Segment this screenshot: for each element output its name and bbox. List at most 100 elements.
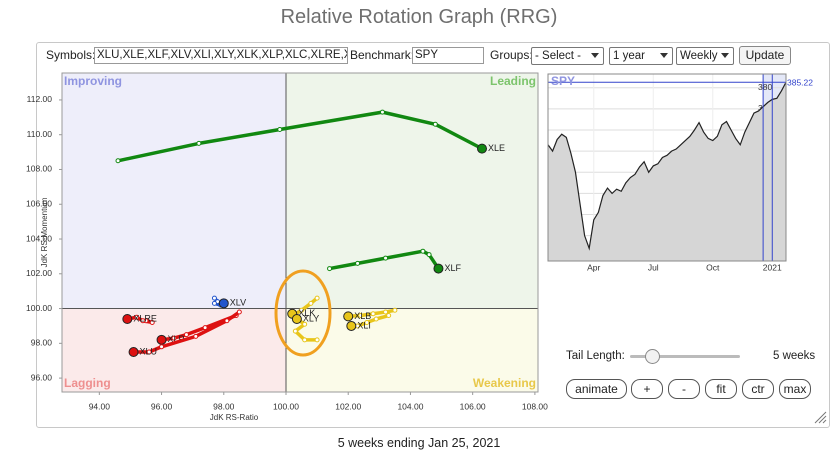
zoom-out-button[interactable]: - [668, 379, 700, 399]
y-tick-label: 100.00 [26, 303, 52, 313]
page-title: Relative Rotation Graph (RRG) [280, 6, 558, 28]
update-button[interactable]: Update [739, 46, 791, 65]
period-select[interactable]: 1 year [609, 47, 673, 65]
series-label: XLI [357, 320, 371, 330]
symbols-label: Symbols: [46, 48, 96, 62]
highlight-ring [274, 269, 332, 357]
tail-point [314, 337, 320, 343]
head-point [218, 298, 229, 309]
panel [36, 42, 830, 428]
tail-point [383, 255, 389, 261]
head-point [291, 313, 302, 324]
tail-point [358, 313, 364, 319]
series-label: XLRE [133, 313, 157, 323]
y-tick-label: 96.00 [31, 372, 53, 382]
tail-point [379, 109, 385, 115]
fit-button[interactable]: fit [705, 379, 737, 399]
x-tick-label: 104.00 [397, 401, 423, 411]
tail-point [193, 333, 199, 339]
zoom-in-button[interactable]: + [631, 379, 663, 399]
tail-point [426, 252, 432, 258]
tail-point [211, 295, 217, 301]
benchmark-input[interactable]: SPY [412, 47, 484, 64]
tail-point [370, 311, 376, 317]
series-label: XLE [488, 143, 505, 153]
y-tick-label: 380 [758, 82, 772, 92]
tail [327, 249, 441, 271]
y-tick-label: 98.00 [31, 338, 53, 348]
x-tick-label: 2021 [763, 262, 782, 272]
animate-button[interactable]: animate [566, 379, 627, 399]
head-point [477, 143, 487, 154]
center-button[interactable]: ctr [742, 379, 774, 399]
tail-point [314, 295, 320, 301]
tail-point [146, 349, 152, 355]
y-tick-label: 110.00 [27, 129, 53, 139]
groups-label: Groups: [490, 48, 533, 62]
quadrant-label: Lagging [64, 376, 111, 390]
tail [131, 310, 242, 354]
series-label: XLP [168, 334, 185, 344]
head-point [433, 263, 444, 274]
tail-point [140, 318, 146, 324]
x-tick-label: 100.00 [273, 401, 299, 411]
tail [116, 110, 484, 163]
tail-point [236, 309, 242, 315]
tail-point [302, 321, 308, 327]
head-point [128, 347, 139, 358]
series-label: XLK [298, 308, 315, 318]
tail-point [327, 266, 333, 272]
x-tick-label: 108.00 [522, 401, 548, 411]
tail-point [134, 314, 140, 320]
quadrant-lagging [62, 308, 286, 392]
tail-point [392, 307, 398, 313]
y-tick-label: 102.00 [26, 268, 52, 278]
series-label: XLY [303, 313, 319, 323]
area [548, 82, 786, 262]
x-tick-label: 102.00 [335, 401, 361, 411]
x-tick-label: Oct [706, 262, 720, 272]
tail-point [159, 344, 165, 350]
y-tick-label: 112.00 [27, 94, 53, 104]
plot-frame [547, 73, 787, 262]
y-tick-label: 108.00 [26, 164, 52, 174]
tail-point [183, 332, 189, 338]
tail-point [224, 318, 230, 324]
line [547, 81, 787, 251]
y-tick-label: 106.00 [26, 199, 52, 209]
tail-point [386, 313, 392, 319]
max-button[interactable]: max [779, 379, 811, 399]
x-tick-label: 98.00 [213, 401, 235, 411]
head-point [156, 334, 167, 345]
quadrant-label: Improving [64, 74, 122, 88]
tail-point [432, 121, 438, 127]
tail-point [420, 248, 426, 254]
tail-point [211, 300, 217, 306]
resize-grip [814, 411, 827, 424]
footer: 5 weeks ending Jan 25, 2021 [337, 436, 501, 450]
tail-point [196, 140, 202, 146]
head-point [343, 311, 354, 322]
benchmark-label: Benchmark: [350, 48, 415, 62]
tail-point [355, 260, 361, 266]
tail-point [171, 335, 177, 341]
quadrant-leading [286, 73, 538, 309]
tail-point [277, 126, 283, 132]
tail-point [115, 158, 121, 164]
tail-point [202, 325, 208, 331]
y-tick-label: 104.00 [26, 233, 52, 243]
tail-point [364, 319, 370, 325]
series-label: XLU [140, 346, 158, 356]
head-point [122, 313, 133, 324]
groups-select[interactable]: - Select - [531, 47, 604, 65]
x-tick-label: Apr [587, 262, 600, 272]
x-tick-label: 106.00 [460, 401, 486, 411]
head-point [346, 320, 357, 331]
symbols-input[interactable]: XLU,XLE,XLF,XLV,XLI,XLY,XLK,XLP,XLC,XLRE… [94, 47, 348, 64]
x-axis-label: JdK RS-Ratio [210, 413, 259, 422]
frequency-select[interactable]: Weekly [676, 47, 734, 65]
tail-slider-handle[interactable] [645, 349, 660, 364]
quadrant-label: Weakening [473, 376, 536, 390]
